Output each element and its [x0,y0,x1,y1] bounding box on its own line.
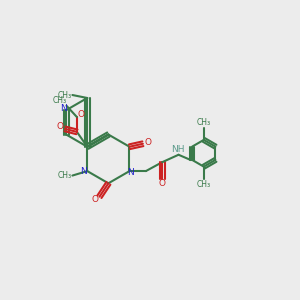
Text: O: O [145,138,152,147]
Text: O: O [77,110,85,119]
Text: CH₃: CH₃ [197,118,211,127]
Text: N: N [60,104,67,113]
Text: O: O [159,179,166,188]
Text: CH₃: CH₃ [58,171,72,180]
Text: CH₃: CH₃ [58,91,72,100]
Text: NH: NH [171,145,185,154]
Text: CH₃: CH₃ [53,96,67,105]
Text: O: O [92,195,98,204]
Text: CH₃: CH₃ [197,180,211,189]
Text: N: N [80,167,87,176]
Text: N: N [128,168,134,177]
Text: O: O [56,122,63,131]
